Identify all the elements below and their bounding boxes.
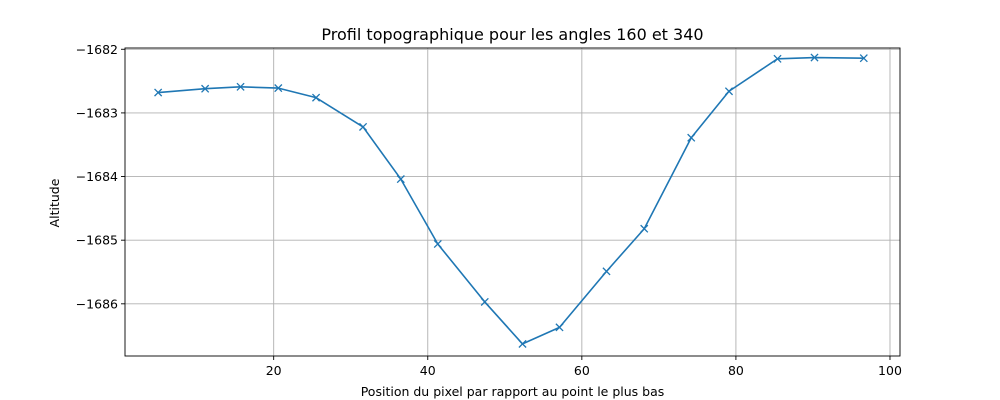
plot-area-frame bbox=[124, 47, 901, 357]
data-point-marker bbox=[201, 84, 210, 93]
data-point-marker bbox=[687, 133, 696, 142]
x-tick-label: 40 bbox=[420, 363, 436, 378]
axis-ticks: 20 40 60 80 100 −1682 −1683 −1684 −1685 −1686 bbox=[76, 42, 902, 378]
x-tick-label: 80 bbox=[728, 363, 744, 378]
data-point-marker bbox=[518, 339, 527, 348]
data-point-marker bbox=[640, 224, 649, 233]
data-point-marker bbox=[311, 93, 321, 102]
data-point-marker bbox=[154, 88, 163, 97]
y-tick-label: −1682 bbox=[76, 42, 118, 57]
x-tick-label: 20 bbox=[266, 363, 282, 378]
y-tick-label: −1683 bbox=[76, 105, 118, 120]
data-point-marker bbox=[396, 175, 405, 184]
chart-title: Profil topographique pour les angles 160… bbox=[321, 25, 703, 44]
x-tick-label: 100 bbox=[878, 363, 902, 378]
x-tick-label: 60 bbox=[574, 363, 590, 378]
data-point-marker bbox=[555, 323, 564, 332]
data-point-marker bbox=[859, 54, 868, 63]
y-tick-label: −1684 bbox=[76, 169, 118, 184]
y-tick-label: −1686 bbox=[76, 296, 118, 311]
data-point-marker bbox=[358, 122, 368, 131]
grid bbox=[125, 48, 900, 356]
data-point-marker bbox=[602, 267, 611, 276]
data-point-marker bbox=[236, 82, 245, 91]
data-point-marker bbox=[433, 239, 442, 249]
y-axis-label: Altitude bbox=[47, 178, 62, 227]
series-layer bbox=[154, 53, 868, 348]
data-point-marker bbox=[810, 53, 819, 62]
series-line bbox=[158, 56, 864, 345]
data-point-marker bbox=[773, 54, 782, 63]
y-tick-label: −1685 bbox=[76, 233, 118, 248]
data-point-marker bbox=[724, 87, 734, 96]
data-point-marker bbox=[274, 84, 283, 93]
data-point-marker bbox=[480, 297, 489, 306]
x-axis-label: Position du pixel par rapport au point l… bbox=[361, 384, 665, 399]
